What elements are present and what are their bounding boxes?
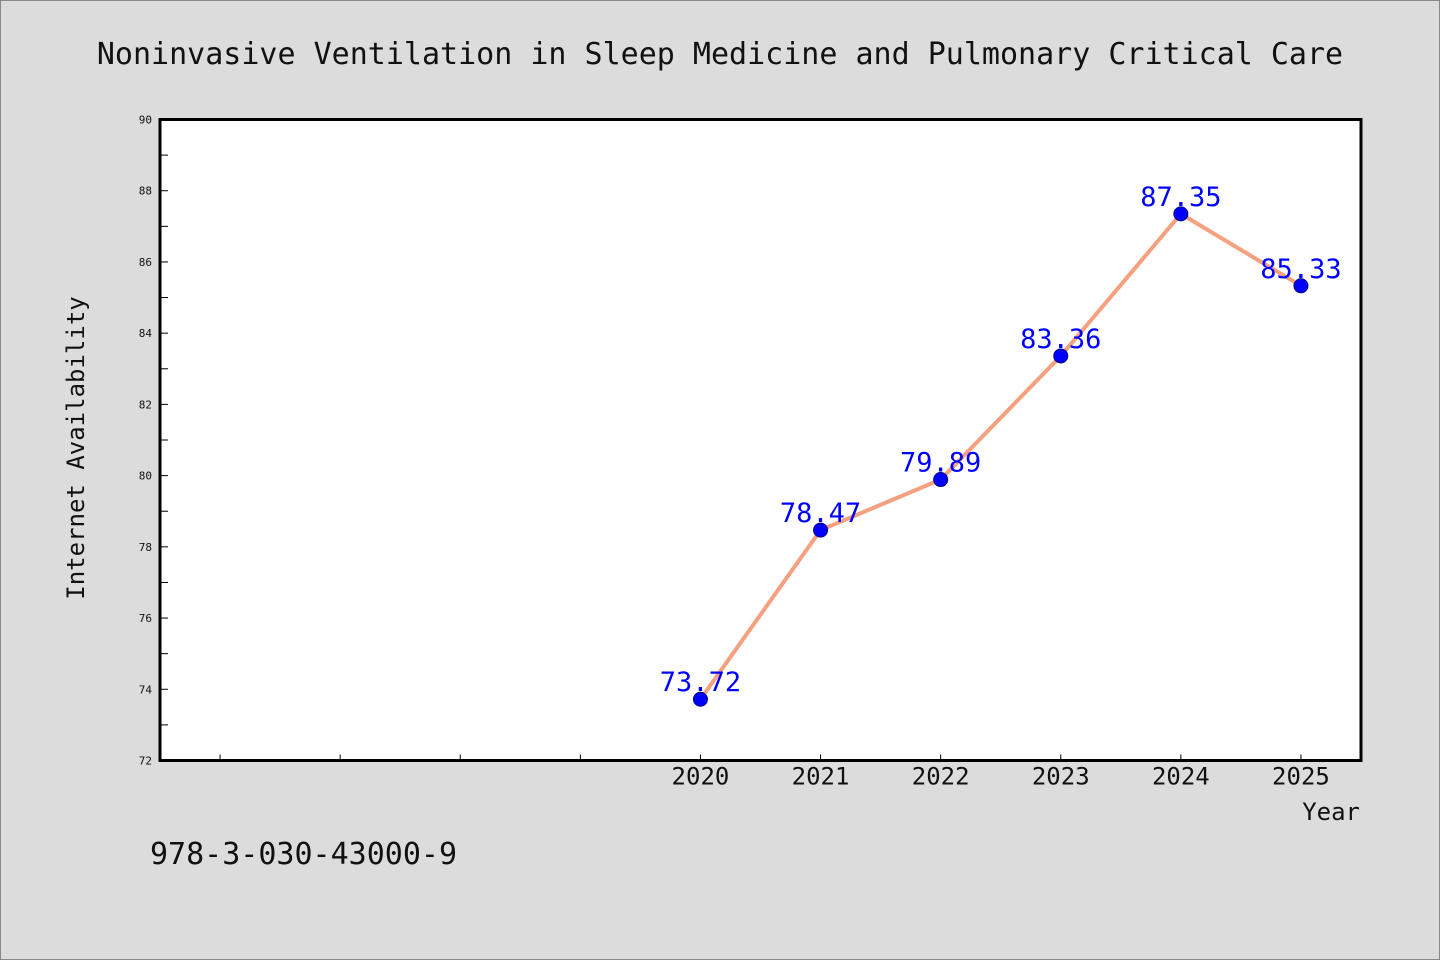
data-label: 87.35	[1140, 182, 1221, 213]
y-tick-label: 80	[139, 470, 152, 483]
x-tick-label: 2023	[1032, 763, 1090, 791]
y-tick-label: 90	[139, 114, 152, 127]
x-tick-label: 2021	[792, 763, 850, 791]
x-axis-label: Year	[1302, 798, 1360, 826]
data-point	[692, 691, 708, 707]
x-tick-label: 2020	[672, 763, 730, 791]
x-tick-label: 2025	[1272, 763, 1330, 791]
y-tick-label: 82	[139, 398, 152, 411]
plot-area	[158, 118, 1363, 762]
y-tick-label: 88	[139, 185, 152, 198]
y-axis-label: Internet Availability	[62, 296, 90, 599]
data-label: 79.89	[900, 448, 981, 479]
y-axis: 72 74 76 78 80 82 84 86 88 90	[139, 114, 168, 768]
data-label: 85.33	[1260, 254, 1341, 285]
data-label: 73.72	[660, 667, 741, 698]
x-tick-label: 2022	[912, 763, 970, 791]
x-axis: 2020 2021 2022 2023 2024 2025	[219, 754, 1330, 791]
y-tick-label: 72	[139, 755, 152, 768]
data-label: 78.47	[780, 498, 861, 529]
y-tick-label: 74	[139, 683, 153, 696]
y-tick-label: 76	[139, 612, 152, 625]
y-tick-label: 86	[139, 256, 152, 269]
isbn-annotation: 978-3-030-43000-9	[150, 837, 457, 872]
series-layer: 73.72 78.47 79.89 83.36 87.35 85.33	[660, 182, 1342, 707]
data-point	[1053, 348, 1069, 364]
data-point	[813, 522, 829, 538]
chart-title: Noninvasive Ventilation in Sleep Medicin…	[97, 37, 1343, 72]
y-tick-label: 78	[139, 541, 152, 554]
series-line	[698, 211, 1303, 702]
data-point	[1173, 206, 1189, 222]
data-label: 83.36	[1020, 324, 1101, 355]
data-point	[933, 472, 949, 488]
x-tick-label: 2024	[1152, 763, 1210, 791]
y-tick-label: 84	[139, 327, 153, 340]
data-point	[1293, 278, 1309, 294]
